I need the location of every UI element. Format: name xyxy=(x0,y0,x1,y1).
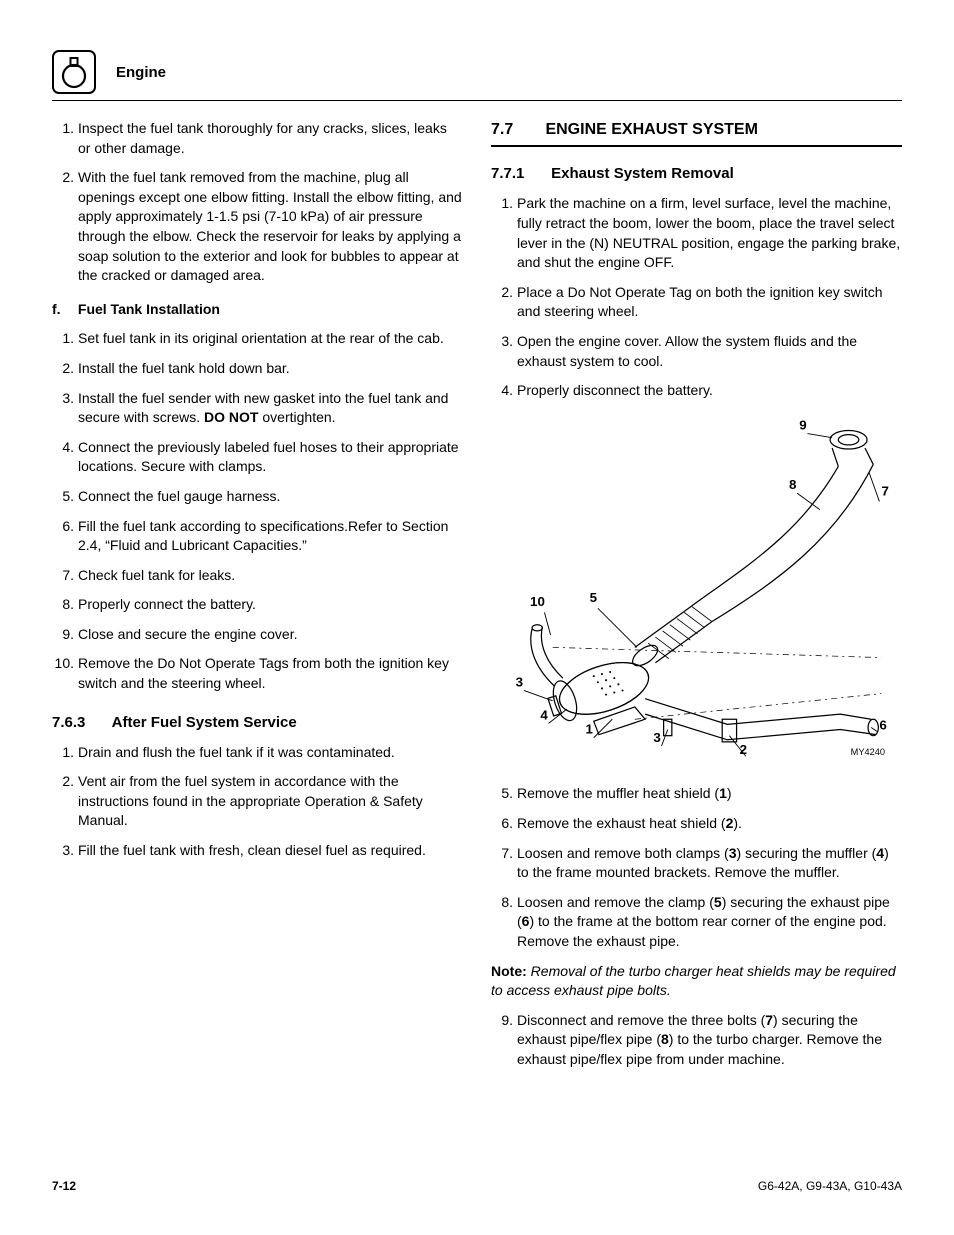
page-footer: 7-12 G6-42A, G9-43A, G10-43A xyxy=(52,1178,902,1195)
after-list: Drain and flush the fuel tank if it was … xyxy=(52,743,463,861)
list-item: Remove the exhaust heat shield (2). xyxy=(491,814,902,834)
section-77-title: ENGINE EXHAUST SYSTEM xyxy=(545,121,757,138)
exhaust-diagram: 9 8 7 10 5 3 4 1 3 2 6 MY4240 xyxy=(491,411,902,771)
list-item: Drain and flush the fuel tank if it was … xyxy=(52,743,463,763)
list-item: Inspect the fuel tank thoroughly for any… xyxy=(52,119,463,158)
engine-icon xyxy=(52,50,96,94)
page-number: 7-12 xyxy=(52,1178,76,1195)
heading-771-num: 7.7.1 xyxy=(491,163,547,184)
install-list: Set fuel tank in its original orientatio… xyxy=(52,329,463,693)
page-header: Engine xyxy=(52,50,902,101)
heading-771-title: Exhaust System Removal xyxy=(551,165,734,182)
list-item: Properly connect the battery. xyxy=(52,595,463,615)
section-77-heading: 7.7 ENGINE EXHAUST SYSTEM xyxy=(491,119,902,147)
diagram-callout: 2 xyxy=(740,742,747,757)
left-column: Inspect the fuel tank thoroughly for any… xyxy=(52,119,463,1079)
post-list: Remove the muffler heat shield (1) Remove… xyxy=(491,784,902,951)
list-item: Remove the muffler heat shield (1) xyxy=(491,784,902,804)
diagram-callout: 1 xyxy=(586,721,594,736)
list-item: Connect the fuel gauge harness. xyxy=(52,487,463,507)
list-item: Remove the Do Not Operate Tags from both… xyxy=(52,654,463,693)
list-item: Close and secure the engine cover. xyxy=(52,625,463,645)
sub-f-title: Fuel Tank Installation xyxy=(78,301,220,317)
list-item: Loosen and remove both clamps (3) securi… xyxy=(491,844,902,883)
list-item: Place a Do Not Operate Tag on both the i… xyxy=(491,283,902,322)
note-label: Note: xyxy=(491,963,527,979)
list-item: Fill the fuel tank with fresh, clean die… xyxy=(52,841,463,861)
diagram-callout: 3 xyxy=(516,674,523,689)
diagram-callout: 10 xyxy=(530,594,545,609)
diagram-callout: 7 xyxy=(881,483,888,498)
list-item: Install the fuel sender with new gasket … xyxy=(52,389,463,428)
pre-list: Park the machine on a firm, level surfac… xyxy=(491,194,902,400)
heading-763-num: 7.6.3 xyxy=(52,712,108,733)
post-list-2: Disconnect and remove the three bolts (7… xyxy=(491,1011,902,1070)
sub-f-letter: f. xyxy=(52,300,74,320)
content-columns: Inspect the fuel tank thoroughly for any… xyxy=(52,119,902,1079)
model-numbers: G6-42A, G9-43A, G10-43A xyxy=(758,1178,902,1195)
header-title: Engine xyxy=(116,62,166,83)
diagram-code: MY4240 xyxy=(851,747,885,757)
note: Note: Removal of the turbo charger heat … xyxy=(491,962,902,1001)
list-item: Install the fuel tank hold down bar. xyxy=(52,359,463,379)
list-item: Disconnect and remove the three bolts (7… xyxy=(491,1011,902,1070)
list-item: Open the engine cover. Allow the system … xyxy=(491,332,902,371)
heading-763: 7.6.3 After Fuel System Service xyxy=(52,712,463,733)
list-item: Set fuel tank in its original orientatio… xyxy=(52,329,463,349)
list-item: Properly disconnect the battery. xyxy=(491,381,902,401)
diagram-callout: 4 xyxy=(540,707,548,722)
diagram-callout: 3 xyxy=(653,730,660,745)
list-item: Connect the previously labeled fuel hose… xyxy=(52,438,463,477)
list-item: Park the machine on a firm, level surfac… xyxy=(491,194,902,272)
sub-f-heading: f. Fuel Tank Installation xyxy=(52,300,463,320)
right-column: 7.7 ENGINE EXHAUST SYSTEM 7.7.1 Exhaust … xyxy=(491,119,902,1079)
section-77-num: 7.7 xyxy=(491,119,541,141)
diagram-callout: 6 xyxy=(879,717,886,732)
list-item: Fill the fuel tank according to specific… xyxy=(52,517,463,556)
list-item: Loosen and remove the clamp (5) securing… xyxy=(491,893,902,952)
diagram-callout: 8 xyxy=(789,477,797,492)
inspect-list: Inspect the fuel tank thoroughly for any… xyxy=(52,119,463,286)
heading-771: 7.7.1 Exhaust System Removal xyxy=(491,163,902,184)
diagram-callout: 9 xyxy=(799,417,806,432)
list-item: Vent air from the fuel system in accorda… xyxy=(52,772,463,831)
list-item: Check fuel tank for leaks. xyxy=(52,566,463,586)
list-item: With the fuel tank removed from the mach… xyxy=(52,168,463,286)
heading-763-title: After Fuel System Service xyxy=(112,714,297,731)
note-text: Removal of the turbo charger heat shield… xyxy=(491,963,896,999)
diagram-callout: 5 xyxy=(590,590,598,605)
